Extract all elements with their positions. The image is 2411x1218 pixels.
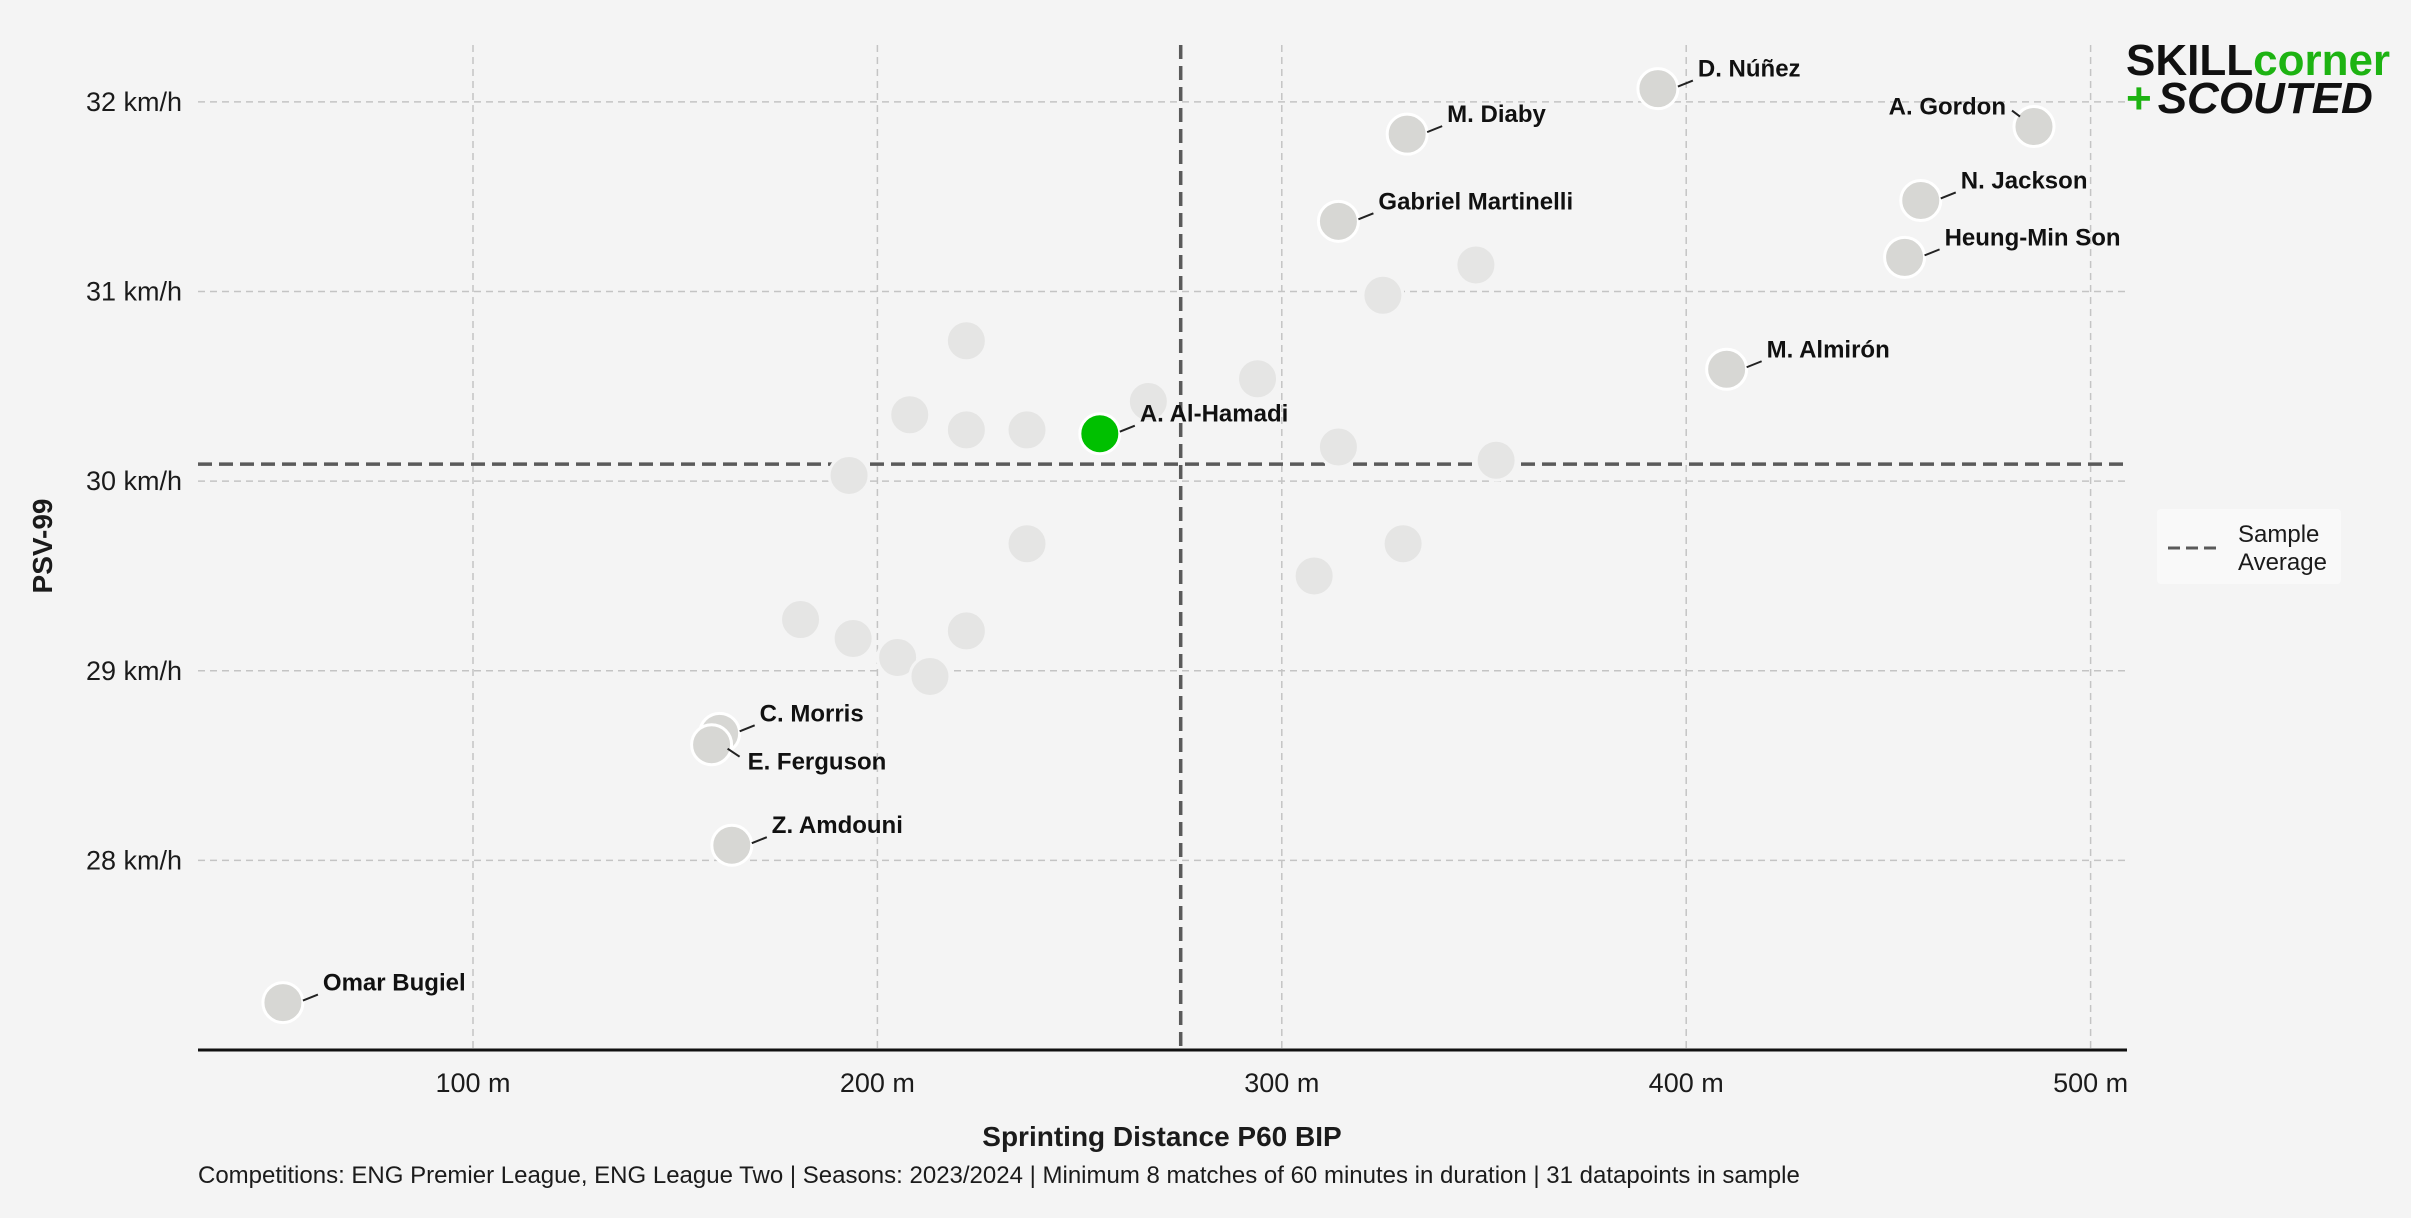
x-tick-label: 300 m — [1244, 1068, 1319, 1098]
caption: Competitions: ENG Premier League, ENG Le… — [198, 1162, 1800, 1189]
skillcorner-scouted-logo: SKILLcorner + SCOUTED — [2126, 36, 2390, 123]
data-point — [831, 617, 875, 661]
data-point — [944, 609, 988, 653]
data-point — [1381, 522, 1425, 566]
data-point-labeled — [1385, 112, 1429, 156]
data-point — [944, 408, 988, 452]
y-tick-label: 28 km/h — [86, 845, 182, 875]
point-label: E. Ferguson — [748, 749, 887, 776]
label-leader — [751, 836, 768, 845]
sample-average-lines — [198, 45, 2127, 1050]
label-leader — [1358, 212, 1374, 221]
data-point-labeled — [690, 723, 734, 767]
data-point-labeled — [710, 823, 754, 867]
label-leader — [727, 747, 741, 758]
y-tick-label: 31 km/h — [86, 277, 182, 307]
x-axis-title: Sprinting Distance P60 BIP — [982, 1121, 1341, 1152]
axes: 100 m 200 m 300 m 400 m 500 m 28 km/h 29 km/h 3… — [86, 87, 2128, 1098]
point-label: Omar Bugiel — [323, 970, 466, 997]
y-tick-label: 32 km/h — [86, 87, 182, 117]
logo-part-corner: corner — [2253, 36, 2390, 85]
x-tick-label: 400 m — [1649, 1068, 1724, 1098]
data-point — [1316, 425, 1360, 469]
data-point-labeled — [1636, 67, 1680, 111]
data-point-labeled — [1883, 235, 1927, 279]
label-leader — [1746, 360, 1763, 369]
data-point — [1236, 357, 1280, 401]
highlight-label-leader — [1119, 424, 1136, 433]
data-point-labeled — [1705, 347, 1749, 391]
data-point-labeled — [261, 981, 305, 1025]
logo-part-scouted: SCOUTED — [2158, 74, 2373, 123]
label-leader — [1426, 125, 1443, 134]
grid — [198, 45, 2127, 1050]
data-point — [1474, 438, 1518, 482]
logo-wordmark: SKILLcorner — [2126, 36, 2390, 85]
logo-subline: + SCOUTED — [2126, 74, 2373, 123]
label-leader — [1940, 191, 1957, 200]
point-label: Heung-Min Son — [1945, 224, 2121, 251]
y-tick-label: 30 km/h — [86, 466, 182, 496]
point-label: N. Jackson — [1961, 167, 2088, 194]
y-axis-title: PSV-99 — [27, 499, 58, 594]
legend-label-line1: Sample — [2238, 521, 2319, 548]
point-label: D. Núñez — [1698, 56, 1801, 83]
data-point — [1005, 408, 1049, 452]
label-leader — [1924, 248, 1940, 257]
highlighted-point-label: A. Al-Hamadi — [1140, 401, 1288, 428]
logo-part-plus: + — [2126, 74, 2152, 123]
data-point — [1361, 273, 1405, 317]
data-point — [908, 654, 952, 698]
data-point — [888, 393, 932, 437]
data-point — [779, 598, 823, 642]
legend-box — [2157, 509, 2341, 584]
data-point — [876, 635, 920, 679]
data-point — [1005, 522, 1049, 566]
point-labels: D. Núñez M. Diaby A. Gordon N. Jackson Gabri… — [302, 56, 2121, 1002]
data-point-labeled — [1899, 178, 1943, 222]
data-point — [944, 319, 988, 363]
label-leader — [302, 993, 319, 1002]
point-label: M. Diaby — [1447, 101, 1546, 128]
highlighted-data-point — [1078, 412, 1122, 456]
data-point-labeled — [1316, 199, 1360, 243]
legend: Sample Average — [2157, 509, 2341, 584]
x-tick-label: 500 m — [2053, 1068, 2128, 1098]
data-point — [1126, 379, 1170, 423]
data-point-labeled — [2012, 105, 2056, 149]
x-tick-label: 100 m — [435, 1068, 510, 1098]
data-point — [1454, 243, 1498, 287]
label-leader — [1677, 79, 1694, 88]
x-tick-label: 200 m — [840, 1068, 915, 1098]
point-label: M. Almirón — [1767, 336, 1890, 363]
data-points — [261, 67, 2056, 1025]
point-label: Gabriel Martinelli — [1378, 188, 1573, 215]
logo-part-skill: SKILL — [2126, 36, 2253, 85]
label-leader — [2011, 109, 2021, 118]
point-label: Z. Amdouni — [772, 812, 903, 839]
label-leader — [739, 724, 756, 733]
data-point — [1292, 554, 1336, 598]
legend-label-line2: Average — [2238, 549, 2327, 576]
point-label: C. Morris — [760, 700, 864, 727]
point-label: A. Gordon — [1889, 94, 2006, 121]
y-tick-label: 29 km/h — [86, 656, 182, 686]
data-point — [827, 453, 871, 497]
